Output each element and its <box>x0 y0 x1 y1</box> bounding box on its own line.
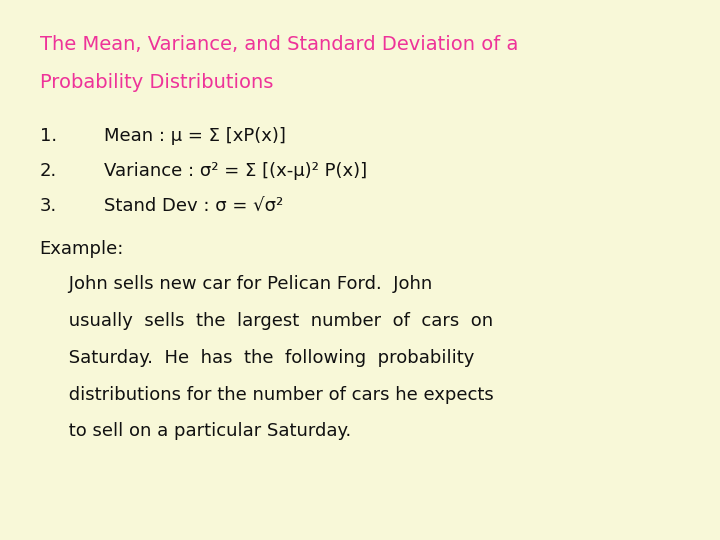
Text: Example:: Example: <box>40 240 124 258</box>
Text: usually  sells  the  largest  number  of  cars  on: usually sells the largest number of cars… <box>40 312 492 330</box>
Text: Probability Distributions: Probability Distributions <box>40 73 273 92</box>
Text: Variance : σ² = Σ [(x-μ)² P(x)]: Variance : σ² = Σ [(x-μ)² P(x)] <box>104 162 367 180</box>
Text: 3.: 3. <box>40 197 57 215</box>
Text: John sells new car for Pelican Ford.  John: John sells new car for Pelican Ford. Joh… <box>40 275 432 293</box>
Text: The Mean, Variance, and Standard Deviation of a: The Mean, Variance, and Standard Deviati… <box>40 35 518 54</box>
Text: distributions for the number of cars he expects: distributions for the number of cars he … <box>40 386 493 403</box>
Text: 2.: 2. <box>40 162 57 180</box>
Text: to sell on a particular Saturday.: to sell on a particular Saturday. <box>40 422 351 440</box>
Text: Saturday.  He  has  the  following  probability: Saturday. He has the following probabili… <box>40 349 474 367</box>
Text: 1.: 1. <box>40 127 57 145</box>
Text: Mean : μ = Σ [xP(x)]: Mean : μ = Σ [xP(x)] <box>104 127 287 145</box>
Text: Stand Dev : σ = √σ²: Stand Dev : σ = √σ² <box>104 197 284 215</box>
